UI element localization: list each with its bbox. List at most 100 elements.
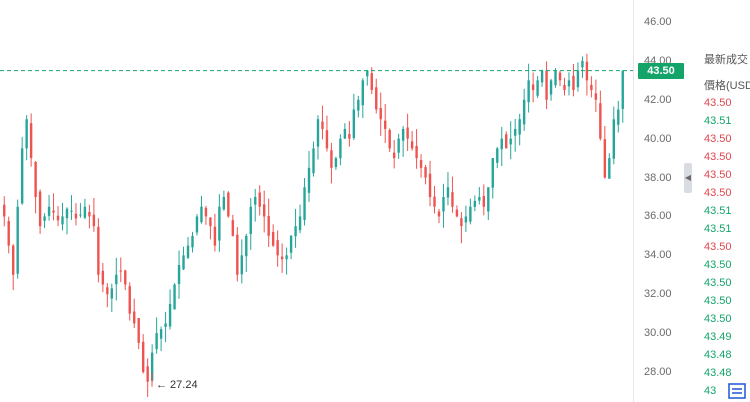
candle-body bbox=[209, 217, 212, 227]
collapse-panel-icon[interactable]: ◀ bbox=[684, 163, 692, 193]
candle-body bbox=[361, 80, 365, 106]
candle-body bbox=[513, 128, 517, 136]
candle-body bbox=[236, 234, 239, 275]
candle-body bbox=[334, 158, 338, 168]
candle bbox=[12, 244, 15, 291]
candle bbox=[47, 194, 51, 221]
candle bbox=[334, 156, 338, 170]
candle bbox=[182, 246, 185, 271]
candle bbox=[267, 198, 270, 248]
candle-body bbox=[594, 93, 598, 100]
candle bbox=[191, 231, 194, 253]
trade-row-price: 43.50 bbox=[704, 133, 732, 145]
candle bbox=[249, 197, 252, 250]
candle-body bbox=[119, 270, 122, 272]
candle-body bbox=[97, 226, 100, 275]
candle-body bbox=[581, 60, 584, 68]
trade-row-price: 43.49 bbox=[704, 331, 732, 343]
candle-body bbox=[401, 128, 405, 141]
y-axis-tick-label: 30.00 bbox=[644, 327, 672, 340]
candle-body bbox=[168, 303, 172, 327]
candle bbox=[549, 78, 553, 101]
candle-body bbox=[106, 287, 109, 295]
list-view-button[interactable] bbox=[724, 379, 750, 402]
candle bbox=[61, 202, 64, 231]
recent-trades-panel: 最新成交 價格(USDT) 43.50 43.51 43.50 43.50 43.50 4… bbox=[686, 0, 750, 402]
price-chart[interactable]: ← 27.24 bbox=[0, 0, 633, 402]
candle bbox=[590, 76, 593, 98]
candle-body bbox=[487, 187, 490, 212]
candle bbox=[581, 56, 584, 79]
candlestick-chart-svg[interactable] bbox=[0, 0, 633, 402]
candle bbox=[213, 213, 217, 252]
candle-body bbox=[388, 129, 391, 149]
candle bbox=[65, 207, 69, 235]
candle-body bbox=[61, 216, 64, 225]
candle-body bbox=[227, 192, 230, 217]
candle bbox=[419, 154, 423, 178]
candle bbox=[168, 289, 172, 330]
candle bbox=[289, 234, 293, 260]
candle bbox=[34, 161, 37, 214]
low-price-annotation: ← 27.24 bbox=[156, 379, 198, 391]
candle-body bbox=[608, 158, 611, 179]
candle-body bbox=[70, 210, 73, 212]
candle bbox=[366, 70, 369, 86]
trade-row-price: 43.51 bbox=[704, 223, 732, 235]
candle-body bbox=[88, 211, 91, 217]
y-axis-tick-label: 28.00 bbox=[644, 366, 672, 378]
candle-body bbox=[352, 109, 356, 139]
candle bbox=[558, 70, 562, 87]
candle bbox=[227, 191, 230, 218]
trade-row-price: 43.51 bbox=[704, 205, 732, 217]
candle-body bbox=[357, 99, 360, 111]
candle bbox=[79, 203, 82, 218]
candle-body bbox=[92, 214, 96, 227]
candle-body bbox=[240, 255, 243, 275]
candle bbox=[110, 283, 114, 312]
candle bbox=[527, 63, 530, 113]
candle-body bbox=[74, 213, 78, 219]
candle-body bbox=[222, 197, 226, 210]
candle bbox=[38, 189, 42, 234]
candle-body bbox=[133, 311, 136, 324]
price-column-header: 價格(USDT) bbox=[704, 80, 750, 92]
candle-body bbox=[617, 109, 620, 125]
candle-body bbox=[271, 232, 275, 246]
candle bbox=[204, 205, 208, 225]
candle-body bbox=[254, 197, 257, 205]
candle-body bbox=[195, 216, 199, 233]
candle bbox=[567, 72, 571, 96]
candle-body bbox=[249, 206, 252, 234]
candle-body bbox=[473, 200, 477, 207]
trade-row-price: 43.50 bbox=[704, 277, 732, 289]
candle bbox=[16, 199, 19, 279]
candle bbox=[531, 72, 535, 103]
candle bbox=[70, 195, 73, 220]
candle-body bbox=[137, 318, 140, 343]
candle bbox=[155, 317, 158, 354]
candle-body bbox=[294, 226, 297, 237]
candle-body bbox=[505, 134, 508, 149]
candle-body bbox=[348, 134, 351, 139]
candle-body bbox=[47, 206, 51, 216]
candle bbox=[173, 283, 176, 310]
candle bbox=[563, 77, 566, 96]
candle-body bbox=[455, 209, 459, 217]
candle-body bbox=[375, 87, 378, 110]
candle bbox=[455, 205, 459, 218]
candle-body bbox=[509, 138, 512, 145]
candle bbox=[83, 198, 87, 220]
candle-body bbox=[406, 127, 409, 139]
candle-body bbox=[500, 138, 503, 150]
candle-body bbox=[370, 73, 373, 91]
y-axis-tick-label: 42.00 bbox=[644, 93, 672, 106]
candle bbox=[487, 187, 490, 220]
candle-body bbox=[419, 160, 423, 168]
candle-body bbox=[213, 226, 217, 246]
candle bbox=[410, 131, 414, 151]
candle bbox=[513, 118, 517, 152]
candle bbox=[599, 90, 602, 141]
candle bbox=[159, 326, 163, 352]
candle bbox=[20, 136, 24, 205]
